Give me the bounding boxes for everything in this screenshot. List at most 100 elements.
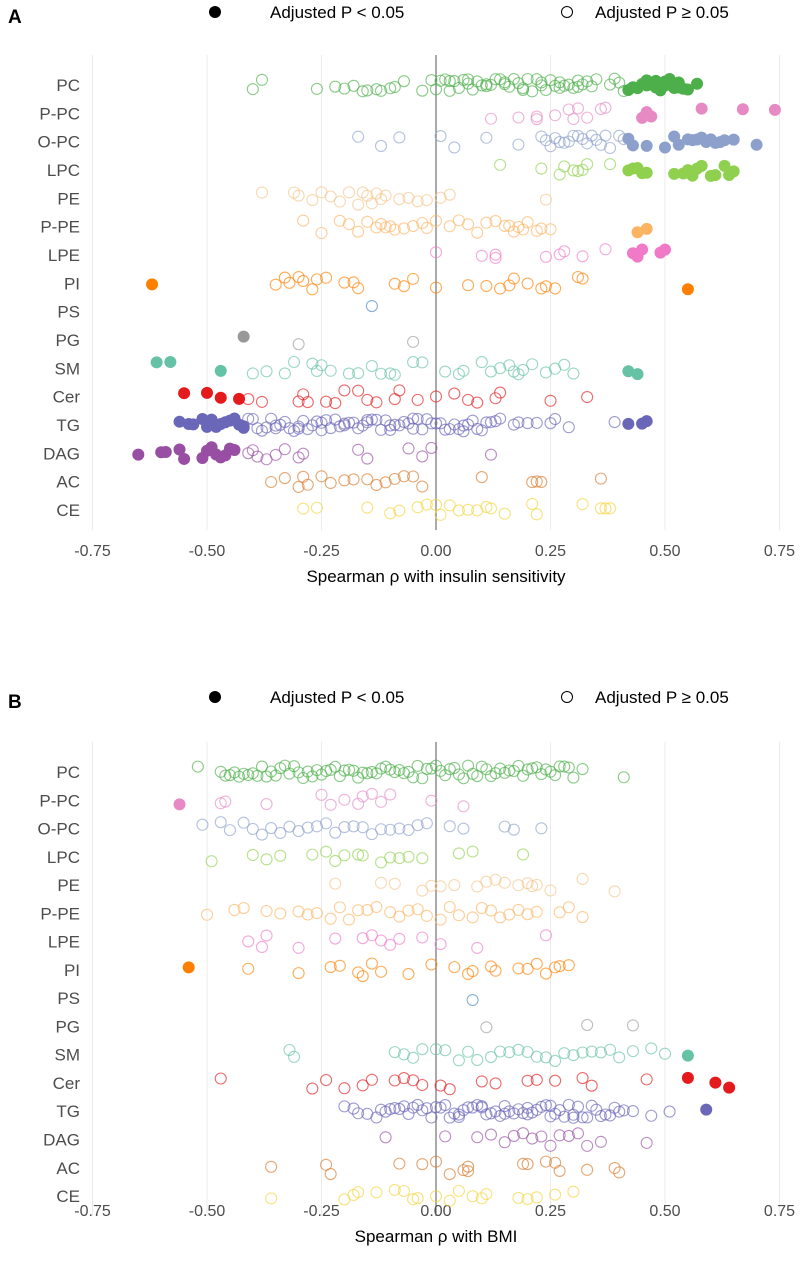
point-ns-O-PC bbox=[603, 141, 617, 155]
point-sig-PI bbox=[182, 961, 195, 974]
point-ns-O-PC bbox=[310, 820, 323, 833]
point-ns-PC bbox=[526, 762, 539, 775]
point-ns-DAG bbox=[594, 1135, 607, 1148]
point-ns-PC bbox=[617, 771, 630, 784]
point-ns-P-PC bbox=[567, 112, 580, 126]
point-ns-TG bbox=[265, 412, 278, 425]
point-ns-TG bbox=[544, 1099, 557, 1112]
point-ns-AC bbox=[539, 1155, 552, 1168]
point-ns-DAG bbox=[562, 1129, 575, 1142]
point-ns-CE bbox=[484, 502, 498, 515]
row-label: P-PC bbox=[39, 104, 80, 123]
point-ns-P-PC bbox=[549, 109, 562, 122]
point-ns-PI bbox=[466, 965, 479, 978]
row-label: PG bbox=[55, 331, 80, 350]
point-ns-CE bbox=[443, 1194, 456, 1207]
point-ns-AC bbox=[315, 470, 328, 483]
point-ns-O-PC bbox=[214, 816, 227, 829]
point-ns-SM bbox=[494, 362, 507, 375]
legend-filled-marker bbox=[209, 6, 221, 18]
row-label: SM bbox=[55, 359, 81, 378]
point-ns-PI bbox=[530, 957, 543, 970]
point-sig-LPC bbox=[640, 166, 653, 179]
point-ns-PC bbox=[388, 80, 401, 93]
point-ns-SM bbox=[645, 1042, 658, 1055]
point-ns-CE bbox=[599, 502, 612, 515]
point-ns-PC bbox=[283, 767, 296, 780]
point-ns-AC bbox=[526, 476, 539, 489]
point-ns-DAG bbox=[292, 451, 305, 464]
point-ns-CE bbox=[452, 504, 465, 517]
point-ns-P-PE bbox=[553, 906, 566, 919]
point-ns-P-PE bbox=[462, 218, 475, 231]
point-ns-PI bbox=[324, 961, 337, 974]
point-ns-LPC bbox=[567, 164, 580, 177]
point-sig-Cer bbox=[723, 1081, 736, 1094]
point-ns-DAG bbox=[640, 1136, 653, 1149]
point-sig-PC bbox=[631, 82, 644, 95]
point-ns-CE bbox=[549, 1188, 562, 1201]
point-ns-AC bbox=[297, 470, 310, 483]
point-ns-PC bbox=[191, 760, 204, 773]
point-ns-AC bbox=[416, 480, 429, 493]
point-ns-DAG bbox=[471, 1131, 484, 1144]
point-ns-CE bbox=[393, 504, 406, 517]
point-ns-AC bbox=[429, 1155, 443, 1168]
point-ns-PE bbox=[498, 876, 511, 889]
point-sig-LPC bbox=[668, 167, 681, 180]
point-ns-P-PE bbox=[393, 910, 406, 923]
point-ns-TG bbox=[443, 1111, 456, 1124]
point-ns-PE bbox=[544, 884, 557, 897]
point-ns-SM bbox=[260, 365, 273, 378]
point-ns-LPE bbox=[475, 249, 488, 262]
point-ns-PG bbox=[581, 1018, 594, 1031]
point-ns-PI bbox=[503, 279, 516, 292]
point-ns-LPE bbox=[384, 938, 397, 951]
point-ns-O-PC bbox=[374, 823, 388, 836]
point-ns-TG bbox=[425, 417, 438, 430]
legend-filled-marker bbox=[209, 691, 221, 703]
point-ns-TG bbox=[608, 416, 621, 429]
point-ns-O-PC bbox=[498, 820, 511, 833]
point-sig-PI bbox=[146, 278, 159, 291]
point-ns-PI bbox=[507, 272, 520, 285]
point-ns-PE bbox=[329, 877, 342, 890]
row-label: LPC bbox=[47, 848, 80, 867]
point-ns-Cer bbox=[388, 1074, 401, 1087]
point-ns-PC bbox=[347, 79, 360, 92]
point-ns-DAG bbox=[507, 1129, 520, 1142]
row-label: O-PC bbox=[38, 133, 81, 152]
point-ns-SM bbox=[384, 367, 397, 380]
point-ns-CE bbox=[434, 508, 447, 521]
x-tick-label: 0.75 bbox=[764, 1203, 795, 1220]
point-ns-LPE bbox=[416, 931, 429, 944]
point-ns-TG bbox=[439, 1099, 452, 1112]
point-sig-SM bbox=[631, 368, 644, 381]
point-ns-PE bbox=[374, 876, 388, 889]
point-ns-TG bbox=[384, 423, 397, 437]
point-ns-TG bbox=[576, 1111, 589, 1124]
point-sig-P-PC bbox=[645, 110, 658, 123]
legend-filled-label: Adjusted P < 0.05 bbox=[270, 3, 404, 22]
point-ns-SM bbox=[558, 358, 571, 371]
point-ns-P-PE bbox=[494, 911, 507, 924]
point-ns-SM bbox=[594, 1046, 607, 1059]
x-tick-label: -0.75 bbox=[74, 543, 111, 560]
point-sig-TG bbox=[237, 420, 250, 433]
point-ns-P-PC bbox=[324, 798, 337, 811]
point-ns-SM bbox=[512, 368, 525, 381]
point-ns-PE bbox=[530, 878, 543, 891]
point-ns-P-PC bbox=[384, 788, 397, 801]
point-ns-LPE bbox=[558, 245, 571, 258]
point-ns-PC bbox=[246, 83, 259, 96]
point-ns-P-PE bbox=[237, 901, 250, 915]
row-label: SM bbox=[55, 1046, 81, 1065]
x-tick-label: -0.75 bbox=[74, 1203, 111, 1220]
point-ns-P-PE bbox=[576, 911, 589, 924]
point-ns-Cer bbox=[292, 395, 305, 408]
row-label: PI bbox=[64, 961, 80, 980]
point-ns-PI bbox=[242, 962, 255, 975]
point-ns-PE bbox=[393, 192, 406, 206]
point-ns-Cer bbox=[475, 1075, 488, 1088]
point-ns-P-PC bbox=[599, 101, 612, 114]
